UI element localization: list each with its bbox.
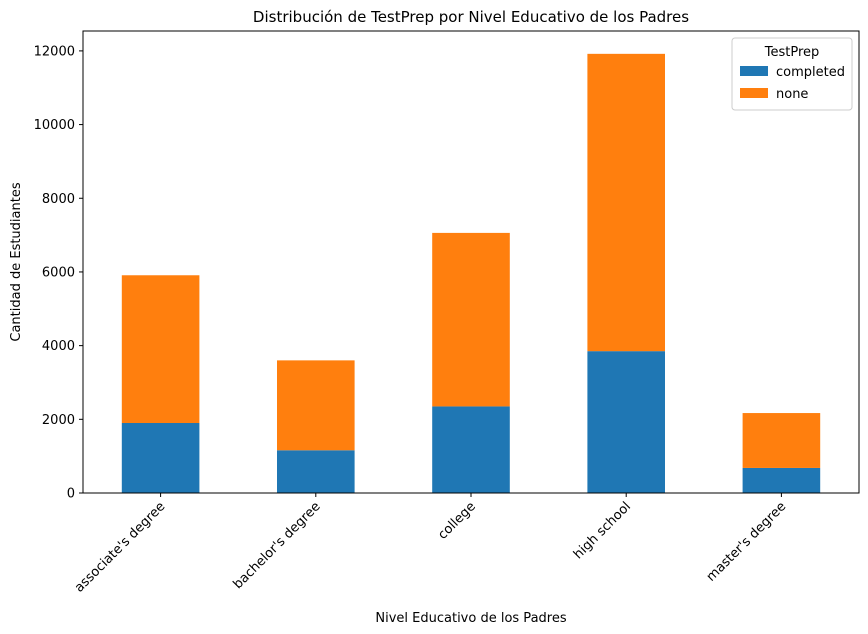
y-axis-label: Cantidad de Estudiantes [9,182,24,341]
x-tick-label-2: college [435,499,479,543]
x-tick-label-4: master's degree [704,499,789,584]
y-tick-label-3: 6000 [42,265,75,280]
bar-none-1 [277,360,355,451]
y-tick-label-6: 12000 [34,44,75,59]
x-tick-label-1: bachelor's degree [231,499,324,592]
y-tick-label-4: 8000 [42,192,75,207]
legend-swatch-completed [740,66,768,76]
y-tick-label-2: 4000 [42,339,75,354]
bar-none-3 [587,53,665,352]
legend-swatch-none [740,88,768,98]
bar-none-4 [742,413,821,468]
bar-completed-3 [587,351,665,493]
legend-label-none: none [776,87,808,102]
legend-label-completed: completed [776,65,845,80]
y-tick-label-5: 10000 [34,118,75,133]
x-axis: associate's degree bachelor's degree colle… [72,493,789,596]
x-axis-label: Nivel Educativo de los Padres [375,611,566,626]
bar-completed-4 [742,467,821,493]
bar-none-2 [432,232,510,407]
legend: TestPrep completed none [731,37,853,111]
legend-title: TestPrep [764,45,820,60]
x-tick-label-0: associate's degree [72,499,168,595]
y-axis: 0 2000 4000 6000 8000 10000 12000 [34,44,83,502]
bar-completed-2 [432,406,510,493]
bar-completed-0 [121,423,200,493]
y-tick-label-0: 0 [67,487,75,502]
y-tick-label-1: 2000 [42,413,75,428]
x-tick-label-3: high school [571,499,634,562]
chart-title: Distribución de TestPrep por Nivel Educa… [253,8,689,26]
bar-none-0 [121,275,200,423]
bar-completed-1 [277,450,355,493]
bars-group [121,53,821,493]
